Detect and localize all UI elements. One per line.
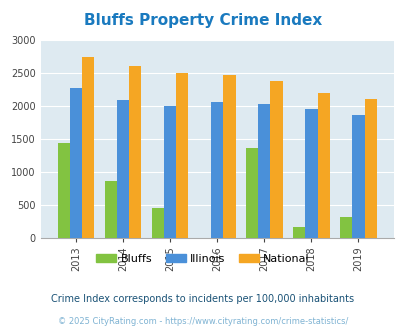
Bar xyxy=(211,102,223,238)
Bar xyxy=(292,227,305,238)
Bar xyxy=(58,143,70,238)
Bar xyxy=(151,208,164,238)
Bar xyxy=(339,217,352,238)
Bar xyxy=(317,93,329,238)
Text: © 2025 CityRating.com - https://www.cityrating.com/crime-statistics/: © 2025 CityRating.com - https://www.city… xyxy=(58,317,347,326)
Text: Bluffs Property Crime Index: Bluffs Property Crime Index xyxy=(84,13,321,28)
Bar xyxy=(258,104,270,238)
Bar xyxy=(129,66,141,238)
Bar xyxy=(364,99,376,238)
Bar xyxy=(104,181,117,238)
Bar xyxy=(245,148,258,238)
Bar xyxy=(164,106,176,238)
Bar xyxy=(352,115,364,238)
Legend: Bluffs, Illinois, National: Bluffs, Illinois, National xyxy=(92,249,313,268)
Bar xyxy=(176,73,188,238)
Text: Crime Index corresponds to incidents per 100,000 inhabitants: Crime Index corresponds to incidents per… xyxy=(51,294,354,304)
Bar xyxy=(305,109,317,238)
Bar xyxy=(270,81,282,238)
Bar xyxy=(223,75,235,238)
Bar xyxy=(82,57,94,238)
Bar xyxy=(70,88,82,238)
Bar xyxy=(117,100,129,238)
